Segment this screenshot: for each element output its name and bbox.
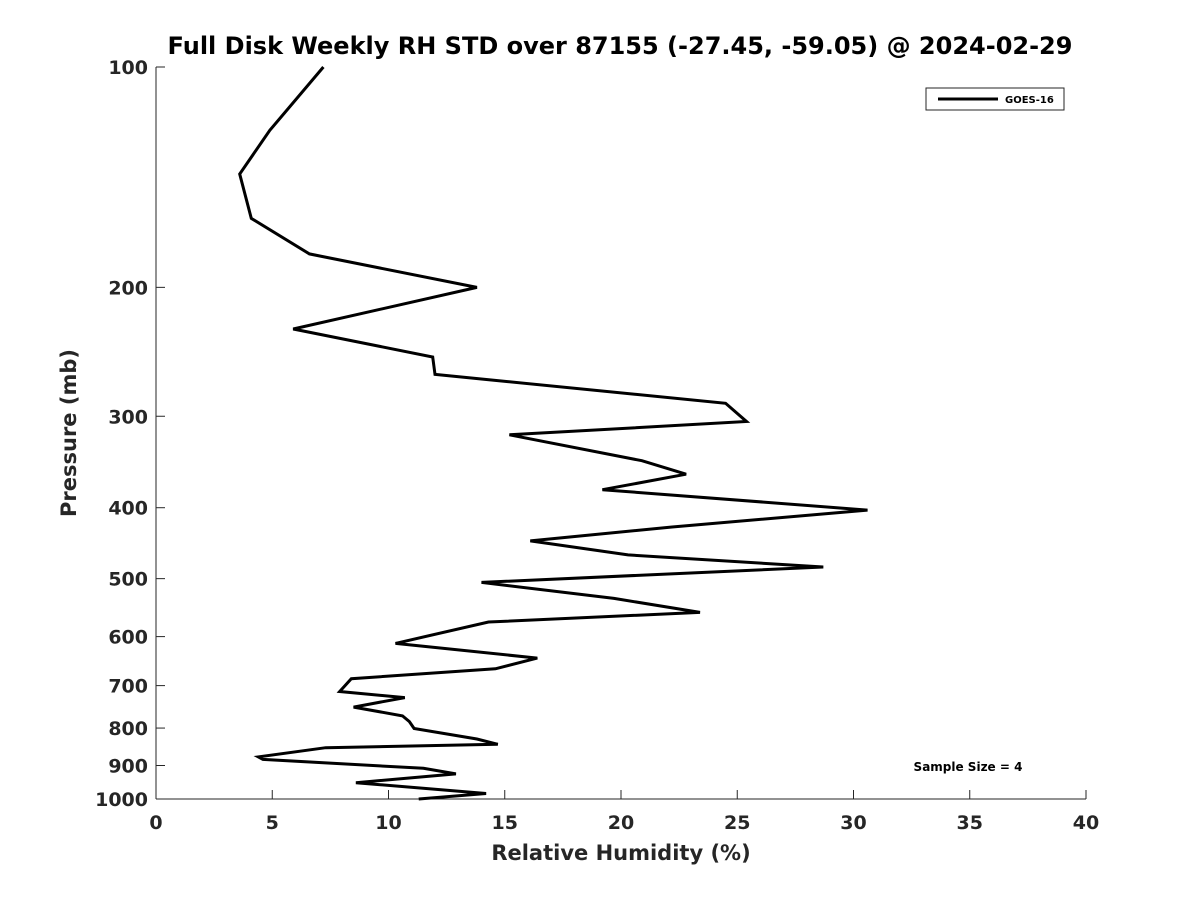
y-tick-label: 200: [108, 277, 148, 299]
y-tick-label: 700: [108, 676, 148, 698]
y-tick-label: 900: [108, 756, 148, 778]
y-tick-label: 1000: [95, 789, 148, 811]
y-tick-label: 500: [108, 569, 148, 591]
x-tick-label: 20: [608, 812, 634, 834]
legend: GOES-16: [925, 87, 1065, 111]
legend-label-goes-16: GOES-16: [1005, 95, 1054, 106]
x-tick-label: 35: [957, 812, 983, 834]
x-tick-label: 15: [492, 812, 518, 834]
y-ticks: 100 200 300 400 500 600 700 800 900 1000: [95, 57, 165, 811]
y-axis-label: Pressure (mb): [57, 349, 81, 517]
x-axis-label: Relative Humidity (%): [491, 841, 750, 865]
chart-title: Full Disk Weekly RH STD over 87155 (-27.…: [168, 32, 1073, 60]
series-line-goes-16: [238, 66, 868, 801]
plot-area: [156, 67, 1086, 799]
y-tick-label: 100: [108, 57, 148, 79]
x-tick-label: 25: [724, 812, 750, 834]
y-tick-label: 600: [108, 627, 148, 649]
y-tick-label: 400: [108, 498, 148, 520]
x-ticks: 0 5 10 15 20 25 30 35 40: [149, 790, 1099, 834]
series-group: [238, 66, 868, 801]
x-tick-label: 40: [1073, 812, 1099, 834]
x-tick-label: 5: [266, 812, 279, 834]
y-tick-label: 300: [108, 406, 148, 428]
x-tick-label: 0: [149, 812, 162, 834]
x-tick-label: 30: [840, 812, 866, 834]
y-tick-label: 800: [108, 718, 148, 740]
sample-size-annotation: Sample Size = 4: [914, 760, 1023, 774]
x-tick-label: 10: [375, 812, 401, 834]
